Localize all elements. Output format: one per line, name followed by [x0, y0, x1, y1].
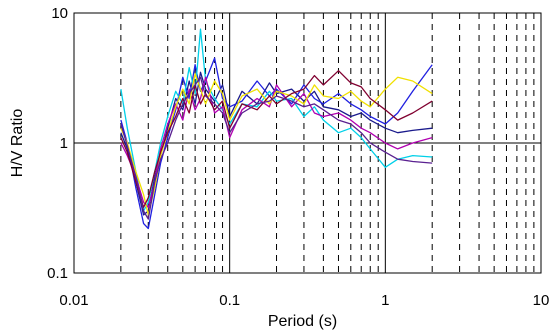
y-axis-title: H/V Ratio: [9, 109, 26, 178]
series-line-6: [120, 70, 433, 208]
series-layer: [120, 28, 433, 230]
grid-layer: [73, 12, 542, 274]
tick-label-layer: 0.01 0.1 1 10 0.1 1 10: [47, 5, 549, 309]
series-line-3: [120, 28, 433, 212]
series-line-5: [120, 73, 433, 216]
y-tick-label: 0.1: [47, 265, 68, 282]
series-line-2: [120, 57, 433, 230]
x-tick-label: 10: [533, 292, 550, 309]
series-line-4: [120, 76, 433, 208]
series-line-7: [120, 76, 433, 220]
x-tick-label: 0.01: [59, 292, 88, 309]
x-axis-title: Period (s): [268, 313, 337, 330]
x-tick-label: 0.1: [219, 292, 240, 309]
y-tick-label: 1: [60, 135, 68, 152]
y-tick-label: 10: [51, 5, 68, 22]
x-tick-label: 1: [381, 292, 389, 309]
plot-frame: [73, 12, 542, 274]
